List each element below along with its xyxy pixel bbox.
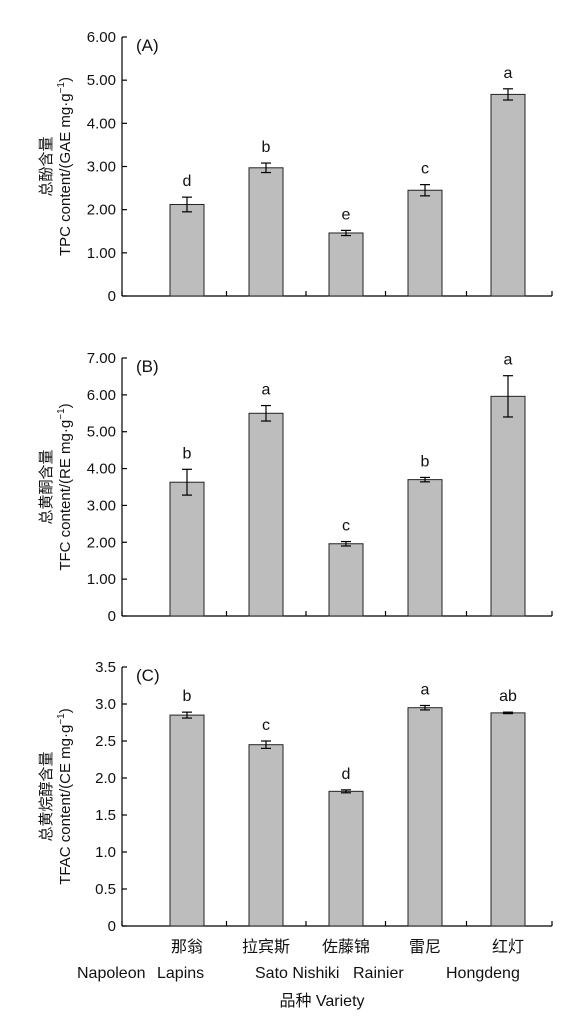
y-axis-label-en-text: TPC content/(GAE mg·g (57, 93, 74, 256)
category-label-cn: 红灯 (492, 938, 524, 956)
bar-4 (407, 479, 443, 617)
y-tick-label: 1.0 (95, 844, 116, 861)
significance-letter: a (504, 352, 513, 369)
y-tick-label: 0 (108, 918, 116, 935)
panel-a: 0 1.00 2.00 3.00 4.00 5.00 6.00 d b e c a (A) 总酚含量 TPC… (38, 29, 553, 305)
y-axis-label-close: ) (57, 708, 74, 713)
y-tick-label: 3.0 (95, 696, 116, 713)
category-label-en: Napoleon (77, 965, 146, 982)
y-axis-label-sup: −1 (56, 408, 67, 420)
panel-b: 0 1.00 2.00 3.00 4.00 5.00 6.00 7.00 b a c b a (B) 总黄酮… (38, 350, 553, 625)
significance-letter: b (262, 139, 271, 156)
y-axis-label: 总酚含量 TPC content/(GAE mg·g−1) (38, 77, 74, 256)
significance-letter: d (342, 766, 351, 783)
category-label-cn: 佐藤锦 (322, 938, 370, 956)
y-tick-label: 1.5 (95, 807, 116, 824)
y-axis-label-cn: 总酚含量 (38, 136, 55, 196)
panel-label: (B) (136, 357, 159, 376)
y-tick-label: 5.00 (87, 72, 116, 89)
category-label-en: Sato Nishiki (255, 965, 339, 982)
significance-letter: b (183, 688, 192, 705)
significance-letter: a (262, 382, 271, 399)
category-labels: 那翁 拉宾斯 佐藤锦 雷尼 红灯 Napoleon Lapins Sato Nishiki Ra… (77, 938, 524, 982)
y-tick-label: 3.00 (87, 497, 116, 514)
y-tick-label: 7.00 (87, 350, 116, 367)
y-tick-label: 0 (108, 288, 116, 305)
y-axis-label-cn: 总黄酮含量 (38, 449, 55, 524)
y-axis-label-en-text: TFC content/(RE mg·g (57, 420, 74, 571)
y-axis-label-sup: −1 (56, 713, 67, 725)
panel-label: (C) (136, 666, 160, 685)
bar-5 (490, 712, 526, 927)
y-axis-label-close: ) (57, 403, 74, 408)
y-axis-label-cn: 总黄烷醇含量 (38, 751, 55, 841)
significance-letter: c (421, 161, 429, 178)
significance-letter: c (342, 518, 350, 535)
y-tick-label: 3.5 (95, 659, 116, 676)
significance-letter: ab (499, 688, 517, 705)
category-label-en: Rainier (353, 965, 404, 982)
y-tick-label: 2.00 (87, 202, 116, 219)
significance-letter: e (342, 206, 351, 223)
y-axis-label-sup: −1 (56, 82, 67, 94)
bar-1 (169, 481, 205, 617)
category-label-en: Lapins (157, 965, 204, 982)
y-tick-label: 4.00 (87, 115, 116, 132)
category-label-cn: 拉宾斯 (242, 938, 290, 956)
y-tick-label: 1.00 (87, 571, 116, 588)
bar-5 (490, 395, 526, 617)
y-axis-label: 总黄烷醇含量 TFAC content/(CE mg·g−1) (38, 708, 74, 884)
panel-label: (A) (136, 36, 159, 55)
y-tick-label: 6.00 (87, 387, 116, 404)
significance-letter: a (421, 681, 430, 698)
significance-letter: b (183, 445, 192, 462)
bar-1 (169, 714, 205, 927)
y-tick-label: 6.00 (87, 29, 116, 46)
y-axis-label-en: TFC content/(RE mg·g−1) (56, 403, 74, 570)
bar-3 (328, 232, 364, 297)
y-tick-label: 2.0 (95, 770, 116, 787)
bar-1 (169, 203, 205, 297)
bar-2 (248, 412, 284, 617)
bar-3 (328, 790, 364, 927)
y-tick-label: 3.00 (87, 159, 116, 176)
significance-letter: b (421, 453, 430, 470)
bar-4 (407, 707, 443, 927)
significance-letter: a (504, 65, 513, 82)
y-axis-label-en-text: TFAC content/(CE mg·g (57, 725, 74, 885)
y-axis-label-en: TPC content/(GAE mg·g−1) (56, 77, 74, 256)
panel-c: 0 0.5 1.0 1.5 2.0 2.5 3.0 3.5 b c d a ab (C) 总黄烷醇含量 TFA… (38, 659, 553, 935)
category-label-cn: 那翁 (171, 938, 203, 956)
y-tick-label: 0 (108, 608, 116, 625)
category-label-cn: 雷尼 (409, 939, 441, 956)
y-tick-label: 0.5 (95, 881, 116, 898)
significance-letter: c (262, 717, 270, 734)
x-axis-title: 品种 Variety (279, 992, 364, 1010)
bar-2 (248, 744, 284, 927)
y-tick-label: 2.5 (95, 733, 116, 750)
y-tick-label: 2.00 (87, 534, 116, 551)
bar-5 (490, 93, 526, 297)
y-tick-label: 1.00 (87, 245, 116, 262)
bar-2 (248, 167, 284, 297)
y-tick-label: 5.00 (87, 424, 116, 441)
y-axis-label-en: TFAC content/(CE mg·g−1) (56, 708, 74, 884)
bar-4 (407, 189, 443, 297)
bar-3 (328, 543, 364, 617)
y-axis-label-close: ) (57, 77, 74, 82)
y-tick-label: 4.00 (87, 461, 116, 478)
y-axis-label: 总黄酮含量 TFC content/(RE mg·g−1) (38, 403, 74, 570)
category-label-en: Hongdeng (446, 965, 520, 982)
significance-letter: d (183, 173, 192, 190)
